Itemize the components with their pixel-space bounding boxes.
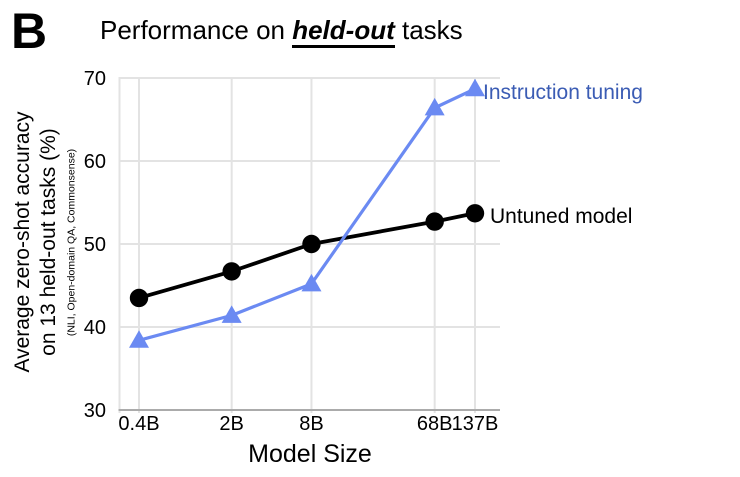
marker-triangle: [221, 305, 242, 323]
series-line-instruction-tuning: [137, 87, 477, 342]
marker-circle: [222, 262, 241, 281]
y-tick-label: 50: [84, 234, 106, 256]
chart-title: Performance on held-out tasks: [100, 15, 463, 48]
y-tick-label: 30: [84, 400, 106, 422]
x-axis-label: Model Size: [248, 440, 372, 468]
chart-title-emphasis: held-out: [292, 15, 395, 48]
x-tick-label: 137B: [452, 413, 499, 435]
marker-circle: [302, 234, 321, 254]
y-axis-label: Average zero-shot accuracy on 13 held-ou…: [10, 42, 62, 442]
y-tick-label: 70: [84, 68, 106, 90]
marker-triangle: [301, 273, 322, 292]
marker-triangle: [424, 97, 445, 116]
y-tick-label: 40: [84, 317, 106, 339]
marker-triangle: [129, 330, 149, 348]
y-axis-sublabel: (NLI, Open-domain QA, Commonsense): [65, 148, 78, 337]
x-tick-label: 2B: [219, 413, 243, 435]
legend-label-instruction-tuning: Instruction tuning: [483, 81, 643, 104]
x-tick-label: 68B: [417, 413, 453, 435]
x-tick-label: 0.4B: [118, 413, 159, 435]
chart-title-prefix: Performance on: [100, 15, 293, 45]
y-tick-label: 60: [84, 151, 106, 173]
marker-circle: [425, 212, 444, 231]
x-tick-label: 8B: [299, 413, 323, 435]
legend-label-untuned-model: Untuned model: [490, 205, 633, 228]
marker-circle: [129, 288, 149, 308]
y-axis-label-line2: on 13 held-out tasks (%): [37, 128, 60, 356]
marker-triangle: [465, 78, 485, 97]
chart-title-suffix: tasks: [394, 15, 463, 45]
marker-circle: [465, 204, 485, 223]
panel-label: B: [11, 3, 48, 59]
y-axis-label-line1: Average zero-shot accuracy: [11, 111, 34, 373]
